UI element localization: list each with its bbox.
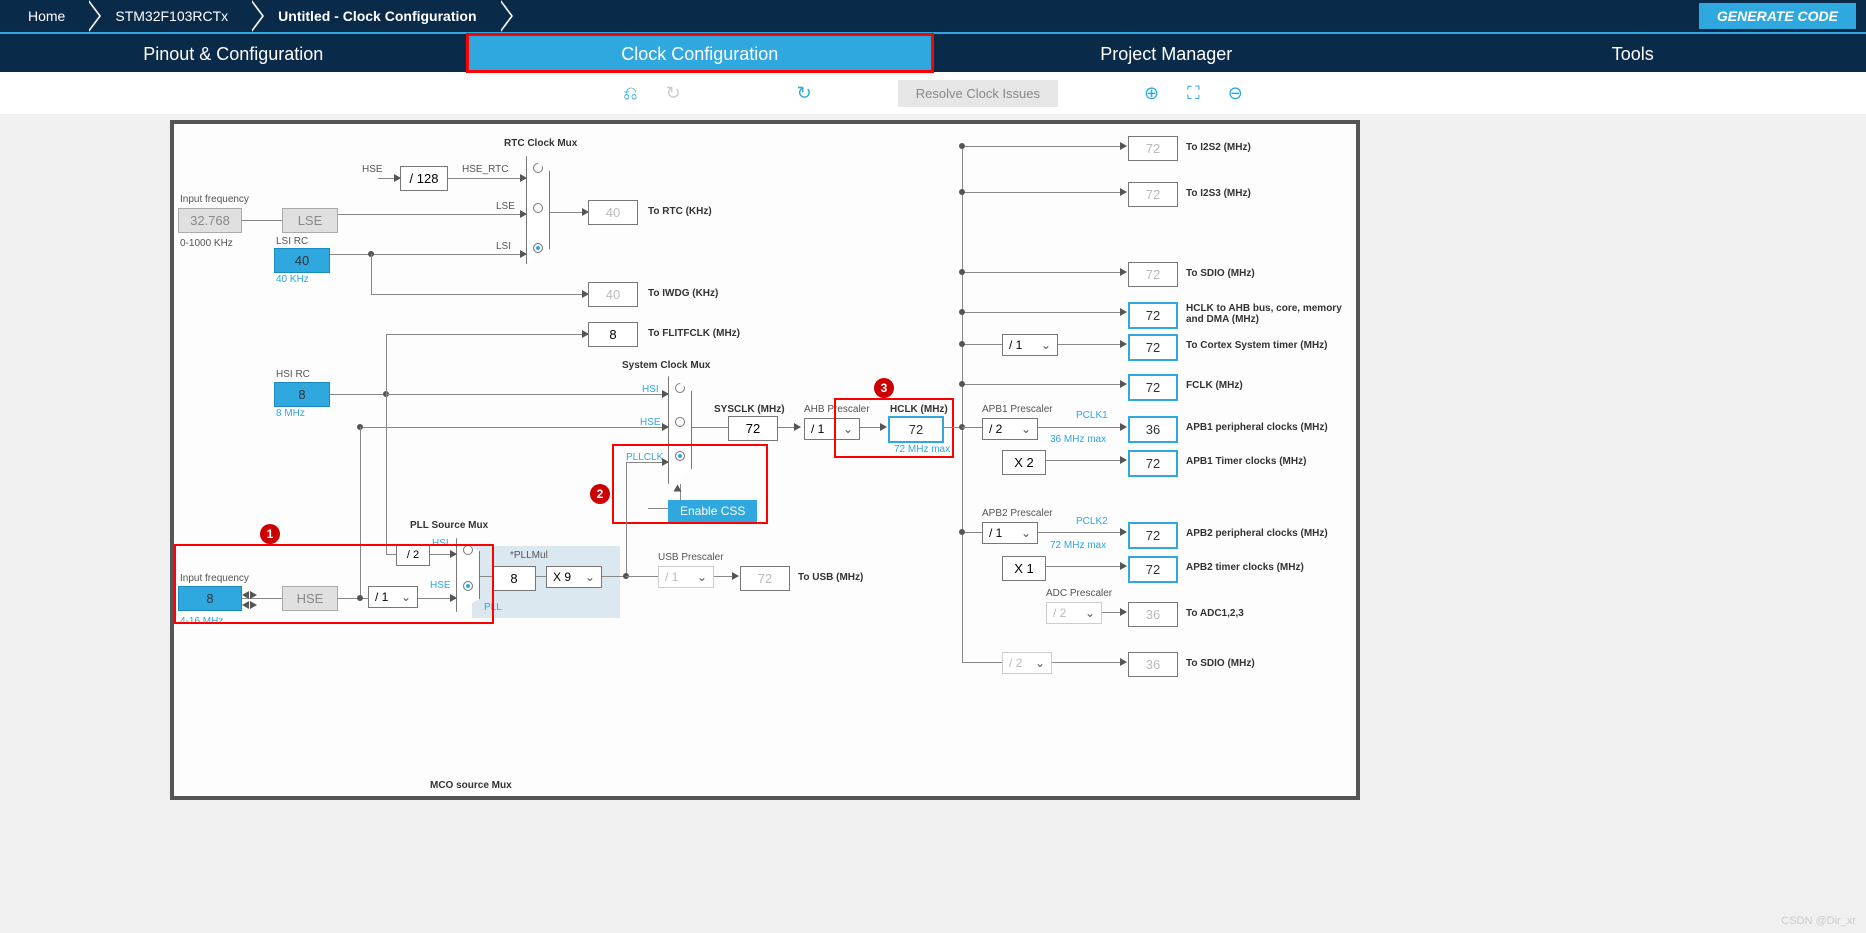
rtc-mux[interactable] [526,156,550,264]
cortex-div-select[interactable]: / 1 [1002,334,1058,356]
marker-2: 2 [590,484,610,504]
lbl-apb2-periph: APB2 peripheral clocks (MHz) [1186,528,1328,539]
lbl-input-freq-lse: Input frequency [180,194,249,205]
lbl-usb-pre: USB Prescaler [658,552,724,563]
apb2-timer-box[interactable]: 72 [1128,556,1178,583]
redo-icon[interactable]: ↻ [666,83,681,104]
toolbar: ⎌ ↻ ↻ Resolve Clock Issues ⊕ ⛶ ⊖ [0,72,1866,114]
lsi-box: 40 [274,248,330,273]
rtc-out-box: 40 [588,200,638,225]
tab-project[interactable]: Project Manager [933,34,1400,72]
lbl-lse-mux: LSE [496,201,515,212]
lbl-sys-mux: System Clock Mux [622,360,710,371]
lbl-hsi-rc: HSI RC [276,369,310,380]
hsi-box: 8 [274,382,330,407]
lbl-pclk2-max: 72 MHz max [1050,540,1106,551]
lbl-apb2-timer: APB2 timer clocks (MHz) [1186,562,1304,573]
lbl-hsi-unit: 8 MHz [276,408,305,419]
lbl-rtc-mux: RTC Clock Mux [504,138,577,149]
sdio-div-select[interactable]: / 2 [1002,652,1052,674]
lbl-apb2-pre: APB2 Prescaler [982,508,1053,519]
fclk-box[interactable]: 72 [1128,374,1178,401]
sdio-box: 72 [1128,262,1178,287]
breadcrumb: Home STM32F103RCTx Untitled - Clock Conf… [0,0,1866,32]
lbl-pllmul: *PLLMul [510,550,548,561]
apb1-x2-box: X 2 [1002,450,1046,475]
lbl-pclk1: PCLK1 [1076,410,1108,421]
flit-box: 8 [588,322,638,347]
lbl-to-rtc: To RTC (KHz) [648,206,712,217]
adc-prescaler-select[interactable]: / 2 [1046,602,1102,624]
pllmul-val-box: 8 [492,566,536,591]
watermark: CSDN @Dir_xr [1781,915,1856,927]
lbl-lsi-unit: 40 KHz [276,274,309,285]
marker-1: 1 [260,524,280,544]
pllmul-select[interactable]: X 9 [546,566,602,588]
lbl-pll-src: PLL Source Mux [410,520,488,531]
refresh-icon[interactable]: ↻ [797,83,812,104]
lbl-apb1-pre: APB1 Prescaler [982,404,1053,415]
tab-pinout[interactable]: Pinout & Configuration [0,34,467,72]
sysclk-box: 72 [728,416,778,441]
highlight-3 [834,398,954,458]
lbl-sdio2: To SDIO (MHz) [1186,658,1255,669]
lbl-sysclk: SYSCLK (MHz) [714,404,785,415]
lbl-adc: To ADC1,2,3 [1186,608,1244,619]
main-tabs: Pinout & Configuration Clock Configurati… [0,32,1866,72]
highlight-1 [174,544,494,624]
lbl-sdio: To SDIO (MHz) [1186,268,1255,279]
generate-code-button[interactable]: GENERATE CODE [1699,3,1856,29]
hclk-ahb-box[interactable]: 72 [1128,302,1178,329]
lbl-i2s3: To I2S3 (MHz) [1186,188,1251,199]
apb2-x1-box: X 1 [1002,556,1046,581]
fit-icon[interactable]: ⛶ [1187,83,1200,104]
zoom-out-icon[interactable]: ⊖ [1228,83,1243,104]
apb2-periph-box[interactable]: 72 [1128,522,1178,549]
lbl-lse-range: 0-1000 KHz [180,238,233,249]
lbl-adc-pre: ADC Prescaler [1046,588,1112,599]
lse-box: LSE [282,208,338,233]
lbl-hclk-ahb: HCLK to AHB bus, core, memory and DMA (M… [1186,303,1346,325]
apb1-periph-box[interactable]: 36 [1128,416,1178,443]
i2s2-box: 72 [1128,136,1178,161]
lbl-hse-rtc: HSE_RTC [462,164,509,175]
clock-diagram: Input frequency 32.768 0-1000 KHz LSE LS… [170,120,1360,800]
usb-out-box: 72 [740,566,790,591]
lbl-lsi-rc: LSI RC [276,236,308,247]
undo-icon[interactable]: ⎌ [623,83,637,104]
lbl-mco: MCO source Mux [430,780,512,791]
lbl-pclk1-max: 36 MHz max [1050,434,1106,445]
lbl-i2s2: To I2S2 (MHz) [1186,142,1251,153]
zoom-in-icon[interactable]: ⊕ [1144,83,1159,104]
lbl-hse-rtc-in: HSE [362,164,383,175]
lbl-lsi-mux: LSI [496,241,511,252]
lbl-to-usb: To USB (MHz) [798,572,863,583]
usb-prescaler-select[interactable]: / 1 [658,566,714,588]
lbl-cortex: To Cortex System timer (MHz) [1186,340,1328,351]
div128-box: / 128 [400,166,448,191]
lbl-pclk2: PCLK2 [1076,516,1108,527]
resolve-button[interactable]: Resolve Clock Issues [898,80,1058,107]
lbl-to-iwdg: To IWDG (KHz) [648,288,718,299]
bc-home[interactable]: Home [0,0,87,32]
lbl-apb1-periph: APB1 peripheral clocks (MHz) [1186,422,1328,433]
bc-chip[interactable]: STM32F103RCTx [87,0,250,32]
apb1-timer-box[interactable]: 72 [1128,450,1178,477]
apb1-prescaler-select[interactable]: / 2 [982,418,1038,440]
apb2-prescaler-select[interactable]: / 1 [982,522,1038,544]
highlight-2 [612,444,768,524]
lbl-fclk: FCLK (MHz) [1186,380,1243,391]
marker-3: 3 [874,378,894,398]
bc-page[interactable]: Untitled - Clock Configuration [250,0,498,32]
sdio2-box: 36 [1128,652,1178,677]
lbl-apb1-timer: APB1 Timer clocks (MHz) [1186,456,1306,467]
adc-box: 36 [1128,602,1178,627]
tab-clock[interactable]: Clock Configuration [467,34,934,72]
tab-tools[interactable]: Tools [1400,34,1866,72]
cortex-box[interactable]: 72 [1128,334,1178,361]
lbl-to-flit: To FLITFCLK (MHz) [648,328,740,339]
lse-freq-box[interactable]: 32.768 [178,208,242,233]
iwdg-box: 40 [588,282,638,307]
i2s3-box: 72 [1128,182,1178,207]
